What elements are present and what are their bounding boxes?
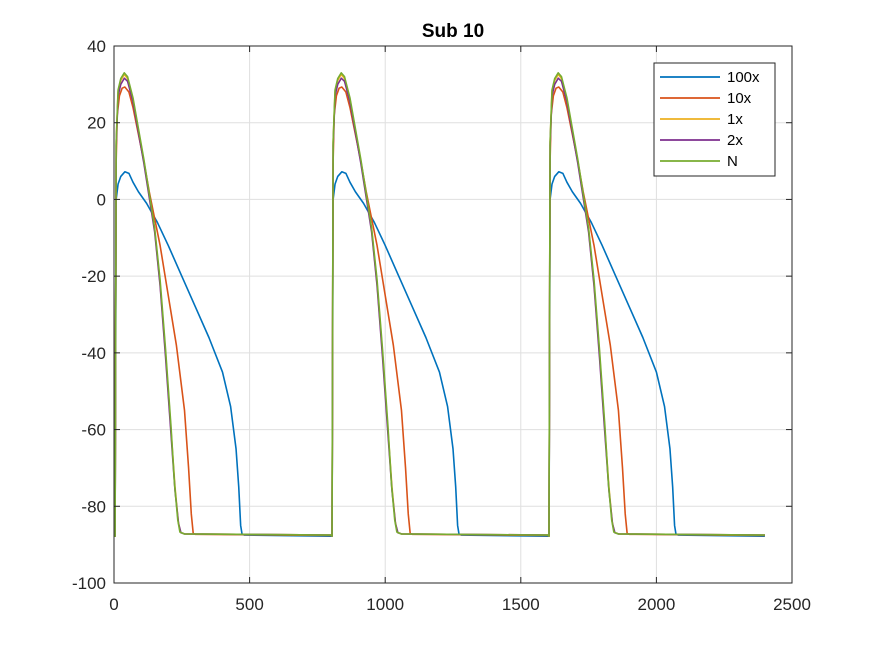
y-tick-label: -20 (81, 267, 106, 286)
x-tick-label: 1500 (502, 595, 540, 614)
y-tick-label: 0 (97, 190, 106, 209)
series-lines (114, 72, 765, 538)
y-tick-label: -60 (81, 421, 106, 440)
series-line-n (114, 72, 765, 538)
x-tick-label: 1000 (366, 595, 404, 614)
legend-label: 2x (727, 132, 743, 149)
x-tick-label: 2500 (773, 595, 811, 614)
legend: 100x 10x 1x 2x N (653, 62, 776, 177)
y-tick-label: -80 (81, 497, 106, 516)
plot-frame (113, 45, 793, 584)
legend-label: 100x (727, 69, 760, 86)
x-tick-label: 2000 (637, 595, 675, 614)
chart-title: Sub 10 (422, 21, 484, 42)
y-tick-labels: -100 -80 -60 -40 -20 0 20 40 (72, 37, 106, 593)
legend-label: N (727, 153, 738, 170)
x-tick-label: 500 (235, 595, 263, 614)
axis-ticks (113, 45, 793, 584)
legend-label: 1x (727, 111, 743, 128)
legend-label: 10x (727, 90, 752, 107)
x-tick-label: 0 (109, 595, 118, 614)
y-tick-label: 20 (87, 114, 106, 133)
y-tick-label: -100 (72, 574, 106, 593)
x-tick-labels: 0 500 1000 1500 2000 2500 (109, 595, 811, 614)
series-line-100x (114, 171, 765, 538)
y-tick-label: 40 (87, 37, 106, 56)
y-tick-label: -40 (81, 344, 106, 363)
